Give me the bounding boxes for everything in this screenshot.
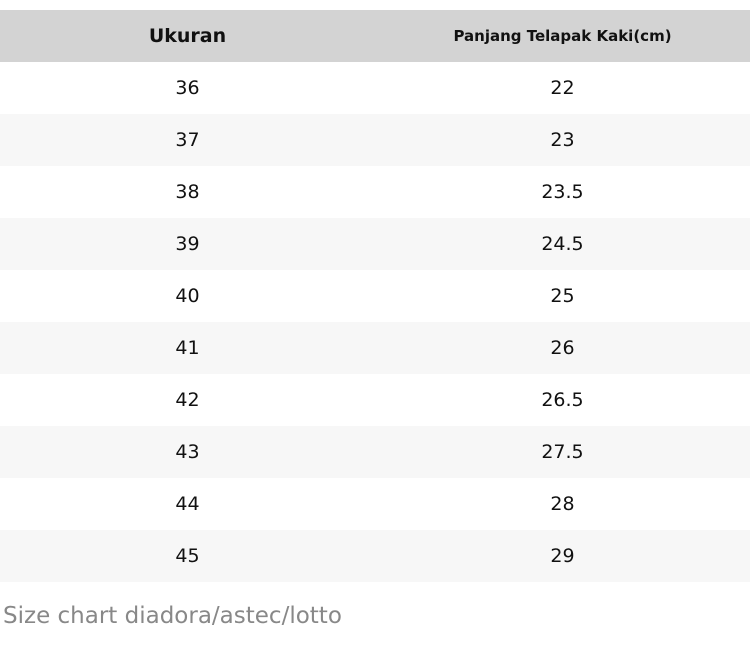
length-cell: 26 <box>550 337 575 359</box>
table-row: 38 23.5 <box>0 166 750 218</box>
table-row: 39 24.5 <box>0 218 750 270</box>
table-row: 40 25 <box>0 270 750 322</box>
size-cell: 42 <box>175 389 200 411</box>
column-header-panjang-telapak-kaki: Panjang Telapak Kaki(cm) <box>375 10 750 62</box>
length-cell: 26.5 <box>541 389 584 411</box>
length-cell: 28 <box>550 493 575 515</box>
column-header-ukuran: Ukuran <box>0 10 375 62</box>
size-cell: 43 <box>175 441 200 463</box>
table-header: Ukuran Panjang Telapak Kaki(cm) <box>0 10 750 62</box>
size-cell: 39 <box>175 233 200 255</box>
size-chart-table: Ukuran Panjang Telapak Kaki(cm) 36 22 37 23… <box>0 10 750 582</box>
size-chart-caption: Size chart diadora/astec/lotto <box>3 603 342 629</box>
length-cell: 29 <box>550 545 575 567</box>
header-row: Ukuran Panjang Telapak Kaki(cm) <box>0 10 750 62</box>
table-body: 36 22 37 23 38 23.5 39 24.5 40 25 41 26 42 26.5 43 27.5… <box>0 62 750 582</box>
size-cell: 37 <box>175 129 200 151</box>
length-cell: 27.5 <box>541 441 584 463</box>
size-cell: 45 <box>175 545 200 567</box>
length-cell: 23 <box>550 129 575 151</box>
table-row: 45 29 <box>0 530 750 582</box>
table-row: 36 22 <box>0 62 750 114</box>
table-row: 37 23 <box>0 114 750 166</box>
size-cell: 44 <box>175 493 200 515</box>
table-row: 42 26.5 <box>0 374 750 426</box>
length-cell: 25 <box>550 285 575 307</box>
table-row: 43 27.5 <box>0 426 750 478</box>
size-cell: 41 <box>175 337 200 359</box>
table-row: 44 28 <box>0 478 750 530</box>
length-cell: 22 <box>550 77 575 99</box>
size-cell: 40 <box>175 285 200 307</box>
length-cell: 23.5 <box>541 181 584 203</box>
length-cell: 24.5 <box>541 233 584 255</box>
size-cell: 38 <box>175 181 200 203</box>
size-cell: 36 <box>175 77 200 99</box>
table-row: 41 26 <box>0 322 750 374</box>
